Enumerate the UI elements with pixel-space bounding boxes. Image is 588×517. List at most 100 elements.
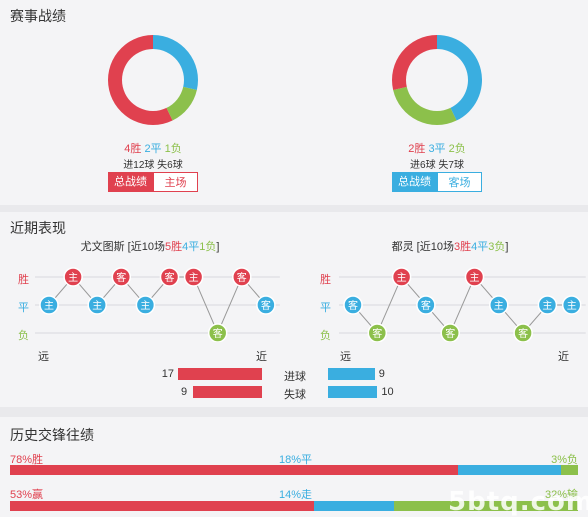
home-result-marker: 客: [207, 323, 228, 342]
home-result-venue: 主: [44, 300, 54, 312]
home-team-name: 尤文图斯: [80, 241, 125, 253]
away-result-marker: 主: [489, 295, 509, 315]
home-axis-draw: 平: [18, 302, 29, 314]
record-panel: 赛事战绩 4胜 2平 1负 进12球 失6球 总战绩 主场 2胜 3平 2负 进…: [0, 0, 588, 205]
away-result-marker: 主: [464, 267, 485, 287]
home-result-dot: [63, 267, 83, 287]
away-result-marker: 客: [513, 323, 533, 342]
home-donut-lose-slice: [166, 86, 197, 121]
home-result-venue: 客: [237, 271, 247, 284]
away-result-venue: 客: [518, 327, 528, 340]
away-result-dot: [561, 295, 582, 315]
away-result-venue: 主: [567, 300, 577, 312]
conceded-label: 失球: [284, 389, 306, 401]
home-result-venue: 客: [165, 271, 175, 284]
history-row1-draw-bar: [457, 465, 561, 475]
away-axis-far: 远: [340, 351, 351, 363]
home-form-line: [48, 276, 267, 335]
home-draw-count: 2平: [144, 143, 162, 155]
home-tab-home[interactable]: 主场: [153, 172, 198, 192]
home-goals-bar: [178, 368, 262, 380]
home-recent-suffix: ]: [216, 241, 220, 253]
away-goal-summary: 进6球 失7球: [387, 156, 487, 171]
home-result-venue: 客: [213, 327, 223, 340]
away-team-name: 都灵: [391, 241, 414, 253]
home-axis-near: 近: [256, 351, 267, 363]
goals-label: 进球: [284, 371, 306, 383]
away-conceded: 失7球: [438, 160, 464, 171]
history-panel: 历史交锋往绩 78%胜 18%平 3%负 53%赢 14%走 32%输 5btq…: [0, 417, 588, 517]
away-result-marker: 主: [561, 295, 582, 315]
home-recent-draws: 4平: [182, 241, 200, 253]
away-result-dot: [513, 323, 533, 342]
away-result-dot: [440, 323, 460, 342]
away-axis-draw: 平: [320, 302, 331, 314]
away-recent-wins: 3胜: [453, 241, 472, 253]
home-result-dot: [111, 267, 132, 287]
history-row1-lose-label: 3%负: [551, 454, 578, 466]
home-result-marker: 客: [256, 295, 276, 315]
home-lose-count: 1负: [164, 143, 182, 155]
home-result-venue: 客: [261, 299, 271, 312]
home-result-dot: [159, 267, 180, 287]
away-recent-losses: 3负: [488, 241, 506, 253]
home-goals-value: 17: [161, 368, 174, 380]
history-row2-lose-label: 32%输: [544, 489, 578, 501]
home-result-dot: [87, 295, 107, 315]
away-conceded-value: 10: [381, 386, 394, 398]
home-donut-win-slice: [108, 35, 173, 125]
home-win-count: 4胜: [124, 143, 142, 155]
away-result-venue: 客: [445, 327, 455, 340]
home-result-marker: 主: [63, 267, 83, 287]
away-result-marker: 主: [391, 267, 412, 287]
home-axis-win: 胜: [18, 274, 29, 286]
away-tab-total[interactable]: 总战绩: [392, 172, 437, 192]
away-recent-draws: 4平: [471, 241, 489, 253]
away-lose-count: 2负: [448, 143, 466, 155]
home-record-donut: [108, 35, 198, 125]
history-row1-win-bar: [10, 465, 458, 475]
home-result-marker: 主: [39, 295, 59, 315]
home-axis-lose: 负: [18, 330, 29, 342]
away-result-venue: 主: [397, 272, 407, 284]
away-result-dot: [464, 267, 485, 287]
home-recent-wins: 5胜: [164, 241, 183, 253]
home-result-dot: [256, 295, 276, 315]
away-axis-lose: 负: [320, 330, 331, 342]
away-result-dot: [367, 323, 388, 342]
away-form-line: [352, 276, 572, 334]
away-form-chart: 客客主客客主主客主主: [339, 267, 586, 342]
away-donut-draw-slice: [437, 35, 482, 121]
away-result-dot: [489, 295, 509, 315]
home-recent-summary: 尤文图斯 [近10场5胜4平1负]: [30, 238, 270, 254]
home-result-dot: [207, 323, 228, 342]
away-tab-away[interactable]: 客场: [437, 172, 482, 192]
home-donut-draw-slice: [153, 35, 198, 91]
home-result-marker: 主: [183, 267, 204, 287]
home-result-venue: 主: [140, 300, 150, 312]
away-result-marker: 客: [440, 323, 460, 342]
recent-panel: 近期表现 尤文图斯 [近10场5胜4平1负] 都灵 [近10场3胜4平3负] 胜…: [0, 212, 588, 407]
home-conceded-bar: [193, 386, 262, 398]
away-result-dot: [416, 295, 436, 315]
away-recent-suffix: ]: [505, 241, 509, 253]
history-row2-lose-bar: [394, 501, 578, 511]
away-result-dot: [537, 295, 558, 315]
history-row1-win-label: 78%胜: [10, 454, 44, 466]
away-donut-lose-slice: [393, 86, 457, 125]
home-tab-total[interactable]: 总战绩: [108, 172, 153, 192]
history-row2-draw-label: 14%走: [279, 489, 313, 501]
history-row2-draw-bar: [314, 501, 395, 511]
recent-title: 近期表现: [10, 220, 66, 236]
away-result-venue: 主: [470, 272, 480, 284]
home-record-counts: 4胜 2平 1负: [103, 140, 203, 156]
history-row1-lose-bar: [560, 465, 578, 475]
away-goals-value: 9: [378, 368, 385, 380]
home-result-marker: 客: [232, 267, 252, 287]
away-result-venue: 客: [372, 327, 382, 340]
away-record-donut: [392, 35, 482, 125]
home-result-marker: 主: [87, 295, 107, 315]
away-draw-count: 3平: [428, 143, 446, 155]
home-goals: 进12球: [123, 160, 155, 171]
home-result-marker: 主: [135, 295, 156, 315]
